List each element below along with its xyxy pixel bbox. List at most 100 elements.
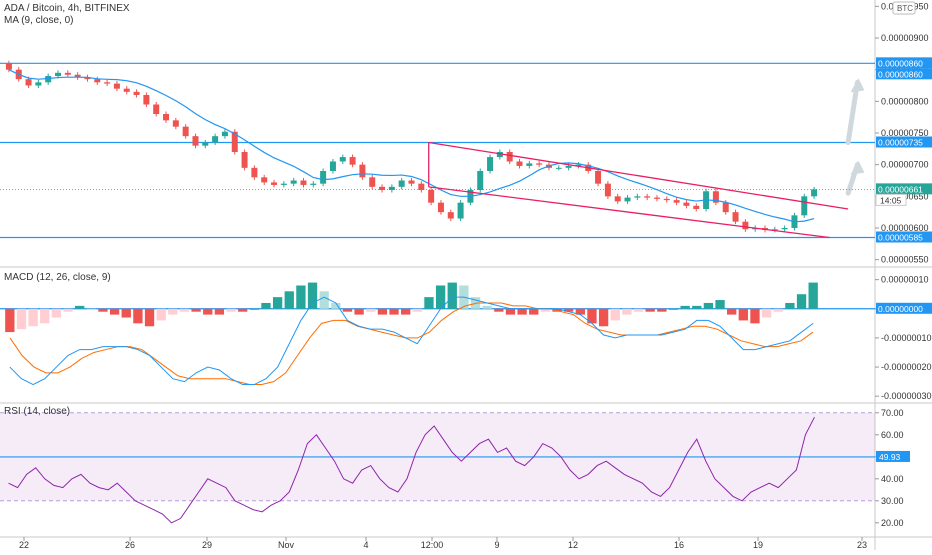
macd-legend: MACD (12, 26, close, 9) — [4, 272, 111, 284]
rsi-line — [8, 416, 815, 524]
macd-axis-tick-label: -0.00000020 — [881, 362, 932, 372]
candle-body — [202, 142, 209, 146]
candle-body — [663, 198, 670, 201]
candle-body — [290, 180, 297, 184]
macd-histogram-bar — [191, 308, 201, 312]
projection-arrow-head — [850, 78, 865, 93]
candle-body — [496, 152, 503, 158]
candle-body — [133, 91, 140, 95]
macd-histogram-bar — [424, 297, 434, 309]
candle-body — [526, 163, 533, 166]
horizontal-level-tag — [876, 68, 932, 80]
rsi-axis-tick-label: 60.00 — [881, 430, 904, 440]
x-axis-tick-label: 26 — [125, 540, 135, 550]
macd-histogram-bar — [447, 282, 457, 309]
currency-badge-label: BTC — [897, 4, 913, 13]
x-axis-tick-label: 4 — [363, 540, 368, 550]
channel-lower-line — [428, 186, 830, 239]
candle-body — [271, 182, 278, 185]
macd-histogram-bar — [773, 308, 783, 312]
macd-histogram-bar — [133, 308, 143, 324]
x-axis-tick-label: 23 — [857, 540, 867, 550]
macd-histogram-bar — [692, 305, 702, 309]
candle-body — [84, 77, 91, 80]
x-axis-tick-label: 12 — [568, 540, 578, 550]
macd-histogram-bar — [668, 308, 679, 310]
candle-body — [25, 79, 32, 86]
macd-histogram-bar — [703, 302, 714, 309]
macd-indicator-label[interactable]: MACD (12, 26, close, 9) — [4, 272, 111, 283]
countdown-label: 14:05 — [880, 195, 902, 205]
price-legend: ADA / Bitcoin, 4h, BITFINEX MA (9, close… — [4, 3, 130, 27]
candle-body — [55, 72, 62, 76]
macd-histogram-bar — [319, 291, 329, 309]
rsi-level-tag — [876, 450, 910, 462]
x-axis-tick-label: 29 — [202, 540, 212, 550]
macd-histogram-bar — [40, 308, 50, 324]
candle-body — [536, 163, 543, 165]
macd-histogram-bar — [738, 308, 748, 321]
horizontal-level-tag — [876, 136, 932, 148]
macd-histogram-bar — [715, 300, 725, 309]
x-axis-tick-label: 19 — [753, 540, 763, 550]
macd-histogram-bar — [249, 308, 259, 310]
candle-body — [379, 186, 386, 190]
candle-body — [683, 202, 690, 206]
candle-body — [349, 157, 356, 165]
macd-histogram-bar — [28, 308, 38, 327]
candle-body — [359, 164, 366, 178]
candle-body — [732, 212, 739, 222]
candle-body — [94, 79, 101, 83]
rsi-indicator-label[interactable]: RSI (14, close) — [4, 406, 71, 417]
macd-axis-tick-label: 0.00000010 — [881, 275, 929, 285]
macd-histogram-bar — [412, 308, 422, 312]
projection-arrow-head — [850, 160, 865, 175]
macd-histogram-bar — [214, 308, 225, 315]
candle-body — [801, 196, 808, 216]
rsi-level-label: 49.93 — [879, 452, 901, 462]
candle-body — [113, 83, 120, 89]
candle-body — [653, 197, 660, 199]
x-axis-tick-label: 12:00 — [421, 540, 444, 550]
macd-histogram-bar — [284, 291, 294, 309]
ma-indicator-label[interactable]: MA (9, close, 0) — [4, 15, 74, 26]
candle-body — [231, 131, 238, 152]
price-axis-tick-label: 0.00000900 — [881, 33, 929, 43]
x-axis-tick-label: 22 — [19, 540, 29, 550]
candle-body — [143, 95, 150, 105]
macd-histogram-bar — [401, 308, 411, 315]
candle-body — [477, 171, 484, 190]
candle-body — [712, 191, 719, 203]
macd-histogram-bar — [168, 308, 178, 315]
macd-signal-line — [9, 302, 814, 386]
candle-body — [693, 205, 700, 209]
macd-histogram-bar — [342, 308, 353, 312]
macd-line — [9, 296, 814, 386]
macd-histogram-bar — [366, 308, 376, 312]
x-axis-tick-label: Nov — [278, 540, 295, 550]
candle-body — [261, 177, 268, 183]
horizontal-level-tag — [876, 57, 932, 69]
candle-body — [182, 126, 189, 137]
macd-histogram-bar — [121, 308, 131, 318]
macd-histogram-bar — [529, 308, 539, 315]
macd-histogram-bar — [564, 308, 574, 312]
macd-histogram-bar — [575, 308, 585, 315]
macd-histogram-bar — [796, 294, 807, 309]
price-axis-tick-label: 0.00000800 — [881, 96, 929, 106]
macd-histogram-bar — [156, 308, 166, 321]
macd-histogram-bar — [144, 308, 155, 327]
x-axis-tick-label: 9 — [494, 540, 499, 550]
rsi-axis-tick-label: 70.00 — [881, 408, 904, 418]
horizontal-level-label: 0.00000735 — [878, 138, 923, 148]
price-axis-tick-label: 0.00000750 — [881, 128, 929, 138]
candle-body — [408, 180, 415, 184]
candle-body — [310, 183, 317, 185]
macd-axis-tick-label: -0.00000010 — [881, 333, 932, 343]
candle-body — [437, 202, 444, 213]
macd-histogram-bar — [517, 308, 527, 315]
candle-body — [153, 104, 160, 114]
candle-body — [575, 164, 582, 166]
candle-body — [624, 197, 631, 202]
